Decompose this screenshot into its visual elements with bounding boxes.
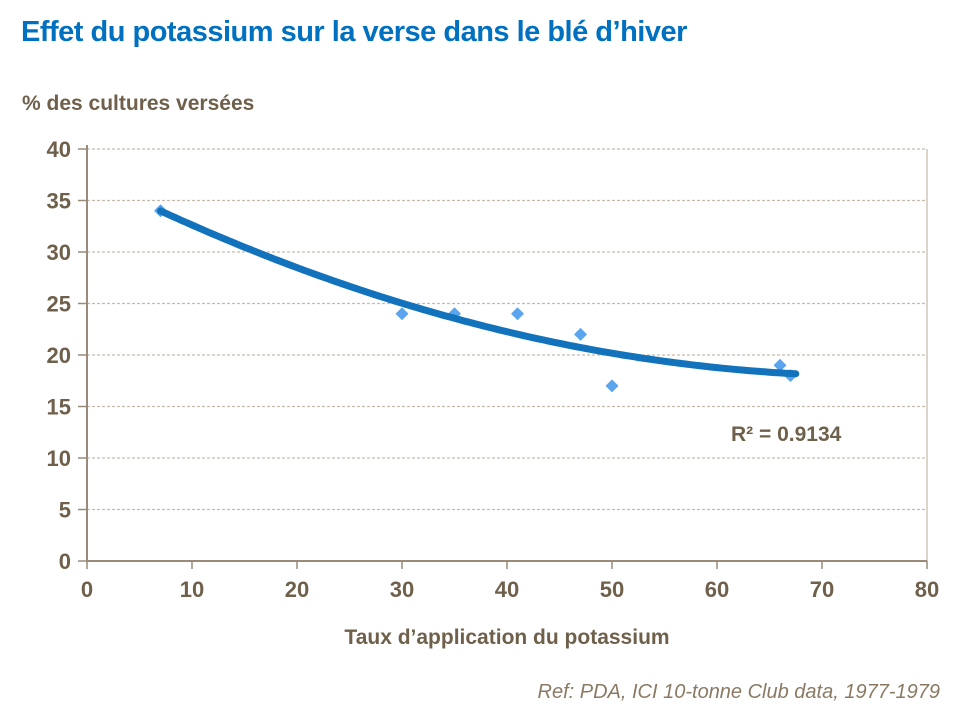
r-squared-label: R² = 0.9134 (731, 423, 842, 446)
y-tick-label: 20 (47, 343, 71, 368)
reference-note: Ref: PDA, ICI 10-tonne Club data, 1977-1… (537, 681, 940, 703)
data-point-marker (395, 307, 409, 321)
x-tick-label: 0 (81, 577, 93, 602)
y-tick-label: 40 (47, 137, 71, 162)
data-point-marker (605, 379, 619, 393)
y-tick-label: 35 (47, 189, 71, 214)
x-tick-label: 80 (915, 577, 939, 602)
y-tick-label: 15 (47, 395, 71, 420)
y-tick-label: 0 (59, 549, 71, 574)
y-tick-label: 5 (59, 498, 71, 523)
data-point-marker (574, 327, 587, 341)
x-axis-title: Taux d’application du potassium (344, 626, 670, 649)
x-tick-label: 60 (705, 577, 729, 602)
x-tick-label: 30 (390, 577, 414, 602)
y-axis-heading: % des cultures versées (22, 92, 255, 115)
x-tick-label: 10 (180, 577, 204, 602)
data-point-marker (511, 307, 524, 321)
x-tick-label: 20 (285, 577, 309, 602)
x-tick-label: 50 (600, 577, 624, 602)
trend-line (157, 207, 800, 378)
x-tick-label: 40 (495, 577, 519, 602)
y-tick-label: 10 (47, 446, 71, 471)
y-tick-label: 25 (47, 292, 71, 317)
chart-title: Effet du potassium sur la verse dans le … (21, 16, 687, 48)
y-tick-label: 30 (47, 240, 71, 265)
x-tick-label: 70 (810, 577, 834, 602)
data-point-marker (773, 358, 787, 372)
